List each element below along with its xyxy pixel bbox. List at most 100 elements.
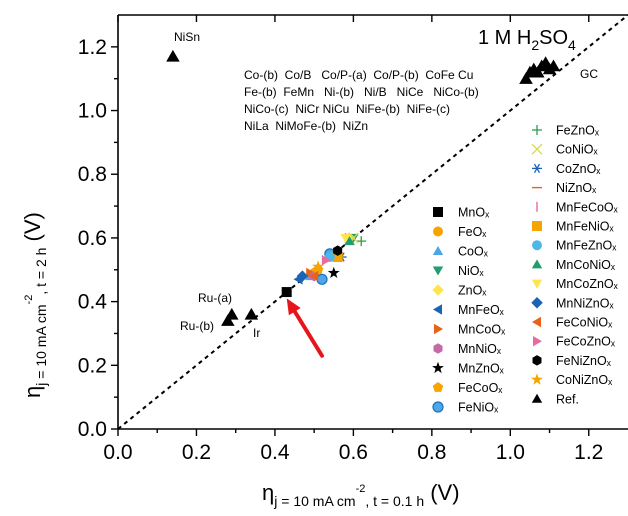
legend-marker bbox=[433, 304, 442, 315]
x-tick-label: 1.2 bbox=[574, 441, 603, 464]
legend-label: FeCoNiOₓ bbox=[556, 316, 613, 330]
reference-group-line: NiLa NiMoFe-(b) NiZn bbox=[244, 119, 368, 133]
legend-marker bbox=[532, 221, 542, 231]
data-point bbox=[344, 236, 355, 246]
legend-label: FeZnOₓ bbox=[556, 124, 600, 138]
x-tick-label: 1.0 bbox=[496, 441, 525, 464]
data-point bbox=[340, 233, 351, 243]
legend-marker bbox=[532, 240, 542, 251]
legend-marker bbox=[531, 373, 543, 385]
highlight-arrow bbox=[286, 298, 324, 358]
legend-label: FeCoOₓ bbox=[458, 381, 503, 395]
legend-label: Ref. bbox=[556, 392, 579, 406]
legend-marker bbox=[531, 297, 543, 309]
legend-label: MnCoNiOₓ bbox=[556, 258, 616, 272]
data-point bbox=[281, 287, 292, 298]
legend-label: FeCoZnOₓ bbox=[556, 335, 616, 349]
data-point bbox=[327, 266, 340, 278]
data-point bbox=[296, 270, 309, 282]
legend-marker bbox=[434, 323, 443, 335]
data-points bbox=[166, 49, 561, 326]
annotation-gc: GC bbox=[580, 67, 598, 81]
legend-marker bbox=[532, 316, 541, 328]
data-point bbox=[519, 72, 533, 84]
annotation-ir: Ir bbox=[253, 326, 260, 340]
legend-marker bbox=[432, 246, 444, 255]
x-tick-label: 0.4 bbox=[260, 441, 290, 464]
legend-marker bbox=[432, 266, 444, 276]
legend-marker bbox=[532, 125, 542, 135]
legend-marker bbox=[532, 163, 542, 174]
y-axis-title: ηj = 10 mA cm-2, t = 2 h (V) bbox=[20, 212, 49, 398]
reference-group-line: NiCo-(c) NiCr NiCu NiFe-(b) NiFe-(c) bbox=[244, 102, 450, 116]
legend-label: FeOₓ bbox=[458, 225, 487, 239]
legend-label: MnOₓ bbox=[458, 206, 490, 220]
y-tick-label: 0.8 bbox=[78, 163, 107, 186]
data-point bbox=[531, 65, 545, 78]
legend-label: MnCoOₓ bbox=[458, 323, 506, 337]
data-point bbox=[546, 59, 561, 72]
data-point bbox=[332, 252, 343, 263]
annotation-ru-a: Ru-(a) bbox=[198, 291, 232, 305]
legend-label: ZnOₓ bbox=[458, 284, 487, 298]
plot-frame bbox=[117, 14, 628, 430]
x-axis-title: ηj = 10 mA cm-2, t = 0.1 h (V) bbox=[262, 480, 460, 509]
data-point bbox=[312, 260, 324, 272]
legend-marker bbox=[432, 284, 444, 296]
data-point bbox=[166, 49, 180, 62]
data-point bbox=[221, 314, 235, 326]
legend-label: MnFeZnOₓ bbox=[556, 239, 617, 253]
legend-label: MnFeCoOₓ bbox=[556, 200, 619, 214]
arrow-head bbox=[286, 298, 301, 316]
annotation-ru-b: Ru-(b) bbox=[180, 319, 214, 333]
legend-label: MnFeNiOₓ bbox=[556, 220, 614, 234]
legend-marker bbox=[433, 226, 443, 237]
x-tick-label: 0.0 bbox=[103, 441, 132, 464]
legend-marker bbox=[532, 355, 542, 366]
legend-label: MnNiOₓ bbox=[458, 342, 502, 356]
legend-label: FeNiZnOₓ bbox=[556, 354, 612, 368]
legend-label: MnZnOₓ bbox=[458, 362, 505, 376]
legend-marker bbox=[531, 259, 543, 269]
legend-marker bbox=[432, 361, 444, 374]
annotation-nisn: NiSn bbox=[174, 30, 200, 44]
legend-marker bbox=[531, 143, 543, 155]
legend-label: CoOₓ bbox=[458, 245, 489, 259]
y-tick-label: 1.2 bbox=[78, 36, 107, 59]
legend-marker bbox=[533, 336, 542, 347]
x-tick-label: 0.6 bbox=[339, 441, 368, 464]
legend-label: MnNiZnOₓ bbox=[556, 296, 614, 310]
x-tick-label: 0.2 bbox=[182, 441, 211, 464]
legend-label: NiZnOₓ bbox=[556, 181, 597, 195]
legend-marker bbox=[433, 207, 443, 217]
reference-group-label: Co-(b) Co/B Co/P-(a) Co/P-(b) CoFe Cu Fe… bbox=[244, 68, 479, 133]
y-tick-label: 1.0 bbox=[78, 100, 107, 123]
y-tick-label: 0.6 bbox=[78, 227, 107, 250]
legend-label: CoNiOₓ bbox=[556, 143, 599, 157]
data-point bbox=[309, 270, 319, 282]
data-point bbox=[225, 307, 239, 320]
y-tick-label: 0.4 bbox=[78, 291, 108, 314]
legend: MnOₓ FeOₓ CoOₓ NiOₓ ZnOₓ MnFeOₓ MnCoOₓ MnNiOₓ Mn… bbox=[432, 124, 619, 415]
data-point bbox=[356, 236, 367, 247]
legend-marker bbox=[433, 343, 443, 354]
legend-label: CoZnOₓ bbox=[556, 162, 601, 176]
legend-marker bbox=[531, 279, 543, 289]
legend-label: CoNiZnOₓ bbox=[556, 373, 613, 387]
condition-label: 1 M H2SO4 bbox=[478, 27, 576, 53]
arrow-shaft bbox=[291, 308, 324, 358]
reference-group-line: Co-(b) Co/B Co/P-(a) Co/P-(b) CoFe Cu bbox=[244, 68, 473, 82]
y-tick-label: 0.0 bbox=[78, 418, 107, 441]
data-point bbox=[333, 245, 343, 256]
y-tick-label: 0.2 bbox=[78, 354, 107, 377]
legend-label: NiOₓ bbox=[458, 264, 485, 278]
legend-marker bbox=[531, 393, 543, 403]
data-point bbox=[244, 307, 259, 320]
data-point bbox=[321, 255, 331, 266]
data-point bbox=[316, 273, 328, 285]
legend-marker bbox=[432, 401, 444, 413]
axis-ticks: 0.0 0.2 0.4 0.6 0.8 1.0 1.2 0.0 0.2 0.4 0.6 0.8 1.0 1… bbox=[78, 15, 603, 464]
x-tick-label: 0.8 bbox=[417, 441, 446, 464]
reference-group-line: Fe-(b) FeMn Ni-(b) Ni/B NiCe NiCo-(b) bbox=[244, 85, 479, 99]
